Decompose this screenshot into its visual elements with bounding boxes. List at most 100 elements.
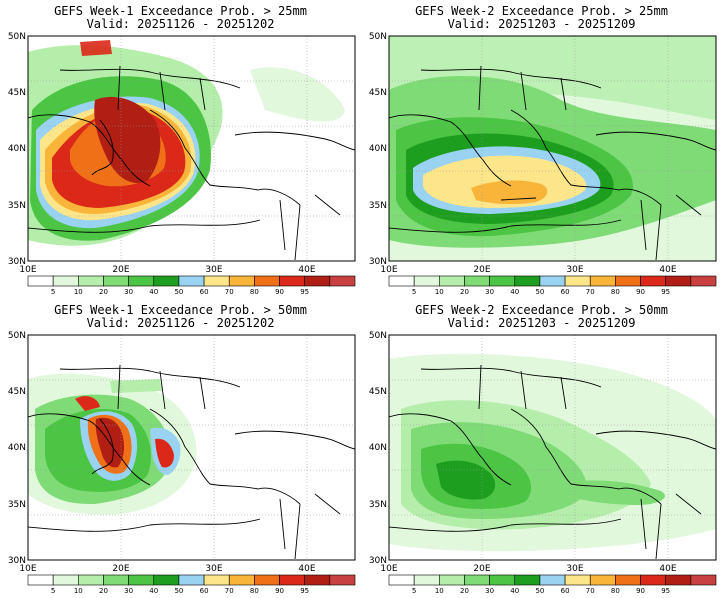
panel-title: GEFS Week-2 Exceedance Prob. > 25mm	[415, 4, 668, 18]
colorbar-tick-label: 30	[485, 288, 494, 296]
colorbar-tick-label: 70	[225, 288, 234, 296]
colorbar-tick-label: 50	[174, 288, 183, 296]
panel-title: GEFS Week-1 Exceedance Prob. > 50mm	[54, 303, 307, 317]
lat-label: 30N	[8, 556, 26, 566]
lat-label: 50N	[369, 331, 387, 341]
colorbar: 5 10 20 30 40 50 60 70 80 90 95	[388, 574, 717, 595]
gridlines	[389, 335, 716, 560]
panel-title: GEFS Week-1 Exceedance Prob. > 25mm	[54, 4, 307, 18]
colorbar-swatch	[439, 275, 465, 287]
lat-label: 40N	[8, 443, 26, 453]
colorbar-swatch	[589, 275, 616, 287]
colorbar-swatch	[329, 275, 356, 287]
colorbar-swatch	[439, 574, 465, 586]
colorbar-swatch	[640, 275, 666, 287]
colorbar-swatch	[615, 574, 641, 586]
panel-week2-25mm: GEFS Week-2 Exceedance Prob. > 25mm Vali…	[361, 0, 722, 299]
lon-label: 40E	[659, 564, 676, 574]
colorbar-tick-label: 5	[51, 587, 55, 595]
panel-week2-50mm: GEFS Week-2 Exceedance Prob. > 50mm Vali…	[361, 299, 722, 598]
colorbar-tick-label: 30	[124, 288, 133, 296]
map-frame	[388, 334, 717, 561]
colorbar-tick-label: 5	[412, 587, 416, 595]
lon-label: 20E	[112, 265, 129, 275]
colorbar-tick-label: 5	[51, 288, 55, 296]
panel-title: GEFS Week-2 Exceedance Prob. > 50mm	[415, 303, 668, 317]
colorbar-tick-label: 80	[250, 587, 259, 595]
colorbar-swatch	[27, 275, 54, 287]
colorbar-swatch	[464, 275, 490, 287]
lon-label: 10E	[380, 564, 397, 574]
panel-week1-50mm: GEFS Week-1 Exceedance Prob. > 50mm Vali…	[0, 299, 361, 598]
colorbar-tick-label: 80	[250, 288, 259, 296]
colorbar-tick-label: 70	[225, 587, 234, 595]
colorbar-tick-label: 30	[485, 587, 494, 595]
lon-label: 20E	[473, 564, 490, 574]
panel-valid-range: Valid: 20251203 - 20251209	[447, 316, 636, 330]
colorbar-tick-label: 60	[200, 288, 209, 296]
colorbar-swatch	[665, 275, 692, 287]
coastlines	[28, 364, 355, 560]
colorbar-swatch	[464, 574, 490, 586]
colorbar-tick-label: 10	[74, 587, 83, 595]
gridlines	[28, 335, 355, 560]
colorbar-swatch	[52, 275, 79, 287]
colorbar-swatch	[254, 574, 280, 586]
lon-label: 40E	[298, 265, 315, 275]
colorbar-swatch	[539, 574, 566, 586]
colorbar-swatch	[539, 275, 566, 287]
colorbar-swatch	[690, 275, 717, 287]
colorbar-swatch	[78, 574, 104, 586]
colorbar-swatch	[78, 275, 104, 287]
colorbar-swatch	[489, 275, 516, 287]
lat-label: 40N	[369, 144, 387, 154]
lat-label: 30N	[369, 556, 387, 566]
colorbar-swatch	[178, 574, 205, 586]
probability-field	[28, 36, 355, 261]
colorbar-swatch	[413, 275, 440, 287]
colorbar-tick-label: 10	[74, 288, 83, 296]
panel-valid-range: Valid: 20251126 - 20251202	[86, 17, 275, 31]
coastlines	[28, 65, 355, 261]
colorbar-swatch	[514, 275, 541, 287]
colorbar-swatch	[329, 574, 356, 586]
colorbar-tick-label: 70	[586, 288, 595, 296]
lon-label: 10E	[19, 564, 36, 574]
colorbar-swatch	[254, 275, 280, 287]
lon-label: 10E	[19, 265, 36, 275]
colorbar-swatch	[690, 574, 717, 586]
coastlines	[389, 65, 716, 261]
colorbar-swatch	[228, 574, 255, 586]
lon-label: 20E	[112, 564, 129, 574]
colorbar-tick-label: 50	[535, 288, 544, 296]
lat-label: 30N	[369, 257, 387, 267]
colorbar-tick-label: 90	[636, 587, 645, 595]
colorbar-tick-label: 5	[412, 288, 416, 296]
map-frame	[27, 35, 356, 262]
colorbar-tick-label: 20	[460, 288, 469, 296]
lat-label: 50N	[369, 32, 387, 42]
colorbar-tick-label: 90	[275, 587, 284, 595]
lon-label: 40E	[298, 564, 315, 574]
lat-label: 35N	[8, 500, 26, 510]
gridlines	[389, 36, 716, 261]
lon-label: 20E	[473, 265, 490, 275]
colorbar-swatch	[153, 275, 180, 287]
colorbar-tick-label: 80	[611, 288, 620, 296]
colorbar-swatch	[103, 275, 129, 287]
lat-label: 40N	[369, 443, 387, 453]
colorbar-swatch	[128, 275, 155, 287]
colorbar-swatch	[589, 574, 616, 586]
colorbar-tick-label: 20	[460, 587, 469, 595]
colorbar-tick-label: 50	[174, 587, 183, 595]
colorbar-tick-label: 20	[99, 288, 108, 296]
colorbar: 5 10 20 30 40 50 60 70 80 90 95	[388, 275, 717, 296]
probability-field	[28, 335, 355, 560]
colorbar-swatch	[304, 275, 331, 287]
lat-label: 35N	[8, 201, 26, 211]
lat-label: 35N	[369, 201, 387, 211]
